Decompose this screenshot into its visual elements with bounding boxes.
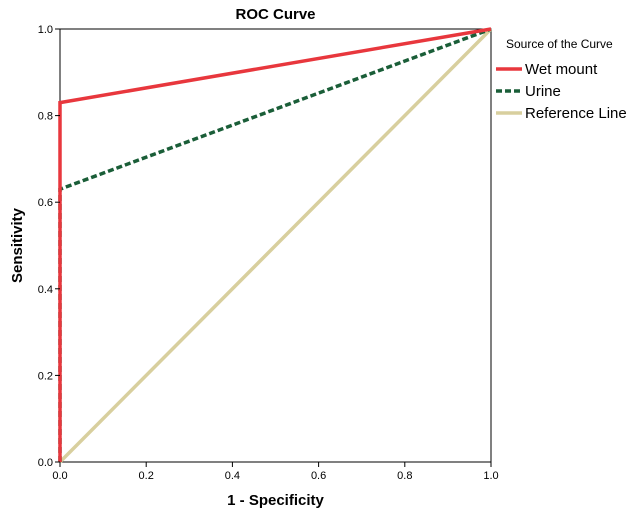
legend-label: Wet mount	[525, 61, 598, 78]
x-axis-label: 1 - Specificity	[227, 492, 324, 509]
x-tick-label: 0.2	[139, 470, 154, 482]
y-axis-ticks: 0.0 0.2 0.4 0.6 0.8 1.0	[38, 24, 60, 469]
x-tick-label: 0.8	[397, 470, 412, 482]
y-tick-label: 1.0	[38, 24, 53, 36]
y-tick-label: 0.2	[38, 370, 53, 382]
x-tick-label: 1.0	[483, 470, 498, 482]
y-tick-label: 0.0	[38, 457, 53, 469]
chart-title: ROC Curve	[235, 6, 315, 23]
legend-title: Source of the Curve	[506, 37, 613, 51]
x-tick-label: 0.4	[225, 470, 240, 482]
y-tick-label: 0.8	[38, 111, 53, 123]
legend-label: Reference Line	[525, 105, 627, 122]
y-tick-label: 0.4	[38, 284, 53, 296]
series-line-reference-line	[58, 27, 493, 464]
x-tick-label: 0.6	[311, 470, 326, 482]
legend-label: Urine	[525, 83, 561, 100]
x-axis-ticks: 0.0 0.2 0.4 0.6 0.8 1.0	[52, 462, 499, 482]
x-tick-label: 0.0	[52, 470, 67, 482]
legend: Source of the Curve Wet mount Urine Refere…	[496, 37, 627, 122]
series-group	[58, 27, 493, 464]
y-tick-label: 0.6	[38, 197, 53, 209]
y-axis-label: Sensitivity	[9, 207, 26, 283]
series-line-wet-mount	[58, 27, 492, 462]
